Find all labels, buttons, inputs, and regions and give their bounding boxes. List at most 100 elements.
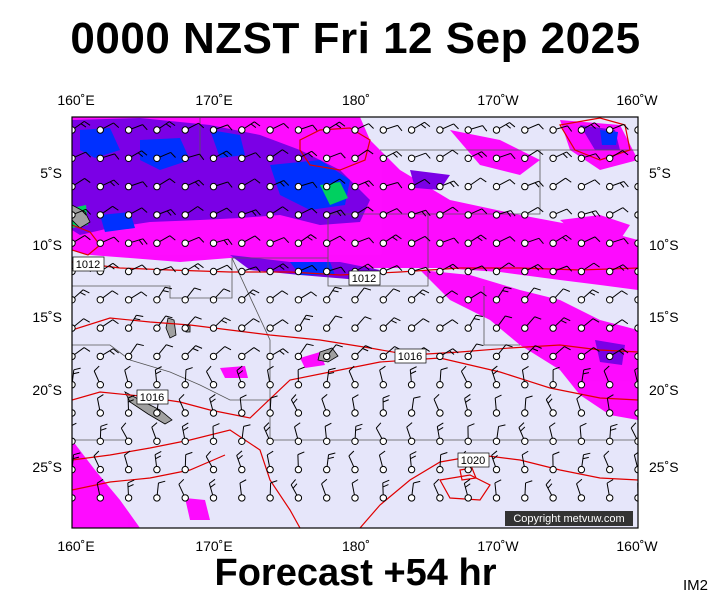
wind-station: [436, 494, 444, 502]
wind-barb-feather: [328, 367, 336, 371]
wind-station: [238, 437, 246, 445]
wind-barb-feather: [491, 450, 498, 456]
wind-barb-feather: [182, 426, 189, 431]
wind-barb-feather: [590, 124, 596, 129]
wind-barb-feather: [292, 398, 298, 404]
wind-station: [549, 296, 557, 304]
wind-barb-feather: [562, 236, 568, 242]
wind-barb-feather: [281, 290, 289, 295]
wind-barb-feather: [227, 238, 233, 245]
wind-barb-feather: [355, 423, 363, 427]
wind-barb-feather: [509, 236, 516, 242]
wind-station: [577, 494, 586, 502]
wind-station: [521, 126, 529, 134]
wind-barb-feather: [82, 289, 90, 294]
wind-station: [521, 211, 529, 219]
wind-barb-feather: [367, 263, 374, 269]
wind-station: [181, 324, 189, 332]
wind-barb-feather: [162, 290, 169, 293]
wind-barb-feather: [72, 394, 73, 396]
wind-barb-feather: [282, 263, 289, 269]
wind-station: [181, 381, 189, 389]
wind-station: [124, 494, 133, 502]
wind-barb-feather: [254, 121, 261, 127]
wind-barb-feather: [270, 480, 278, 484]
lat-tick-left-20s: 20˚S: [32, 382, 62, 398]
wind-barb-feather: [279, 350, 285, 355]
wind-barb-feather: [410, 370, 417, 375]
wind-station: [407, 126, 416, 134]
wind-barb-feather: [85, 208, 92, 215]
wind-barb-feather: [351, 479, 359, 484]
wind-barb-feather: [423, 318, 430, 323]
wind-station: [96, 494, 105, 502]
wind-barb-feather: [310, 291, 317, 297]
wind-barb-feather: [623, 238, 629, 245]
wind-station: [407, 211, 416, 219]
wind-barb-feather: [538, 237, 544, 245]
wind-station: [407, 154, 416, 163]
wind-barb-feather: [603, 365, 610, 372]
wind-barb-feather: [113, 179, 120, 186]
wind-barb-feather: [364, 265, 370, 271]
wind-barb-feather: [393, 288, 401, 292]
wind-station: [323, 381, 331, 389]
wind-station: [549, 154, 557, 163]
wind-barb-feather: [368, 237, 375, 244]
wind-barb-feather: [194, 287, 202, 291]
wind-barb-feather: [392, 236, 398, 241]
wind-barb-feather: [112, 262, 119, 268]
wind-station: [96, 409, 105, 417]
wind-barb-feather: [134, 318, 141, 321]
wind-station: [407, 296, 416, 304]
wind-barb-feather: [395, 234, 402, 240]
wind-barb-feather: [255, 266, 261, 273]
wind-barb-feather: [652, 209, 657, 214]
lat-tick-right-20s: 20˚S: [649, 382, 679, 398]
wind-barb-feather: [282, 319, 289, 325]
wind-station: [606, 409, 614, 417]
wind-barb-feather: [158, 480, 166, 484]
wind-barb-feather: [533, 287, 541, 291]
wind-barb-feather: [84, 120, 91, 126]
wind-barb-feather: [311, 265, 318, 271]
wind-station: [549, 437, 557, 445]
wind-station: [549, 126, 557, 134]
wind-station: [436, 465, 444, 474]
wind-barb-feather: [492, 454, 498, 460]
wind-station: [351, 381, 359, 389]
wind-barb-feather: [109, 350, 115, 355]
wind-station: [351, 324, 359, 332]
wind-barb-feather: [93, 365, 100, 372]
wind-barb-feather: [476, 343, 484, 347]
wind-station: [436, 211, 444, 219]
wind-barb-feather: [297, 366, 305, 371]
wind-barb-feather: [283, 237, 290, 244]
wind-station: [238, 465, 246, 474]
wind-barb-feather: [413, 480, 421, 484]
wind-barb-feather: [525, 480, 533, 484]
wind-station: [464, 409, 472, 417]
wind-barb-feather: [282, 206, 289, 212]
wind-barb-feather: [390, 320, 397, 324]
wind-station: [153, 154, 161, 163]
lon-tick-top-170w: 170˚W: [477, 92, 519, 108]
wind-barb-feather: [340, 209, 346, 216]
wind-barb-feather: [375, 422, 382, 429]
wind-barbs: [72, 120, 657, 502]
wind-barb-shaft: [637, 327, 638, 329]
wind-station: [323, 126, 331, 134]
wind-barb-feather: [494, 394, 502, 399]
wind-barb-feather: [210, 398, 216, 403]
wind-station: [606, 211, 614, 219]
wind-barb-feather: [290, 479, 297, 486]
wind-barb-feather: [453, 123, 459, 130]
wind-barb-feather: [452, 263, 459, 270]
wind-barb-feather: [197, 206, 204, 211]
wind-station: [407, 182, 416, 191]
wind-barb-feather: [433, 478, 440, 485]
wind-barb-feather: [619, 266, 625, 271]
wind-station: [379, 126, 387, 134]
wind-station: [209, 352, 218, 361]
